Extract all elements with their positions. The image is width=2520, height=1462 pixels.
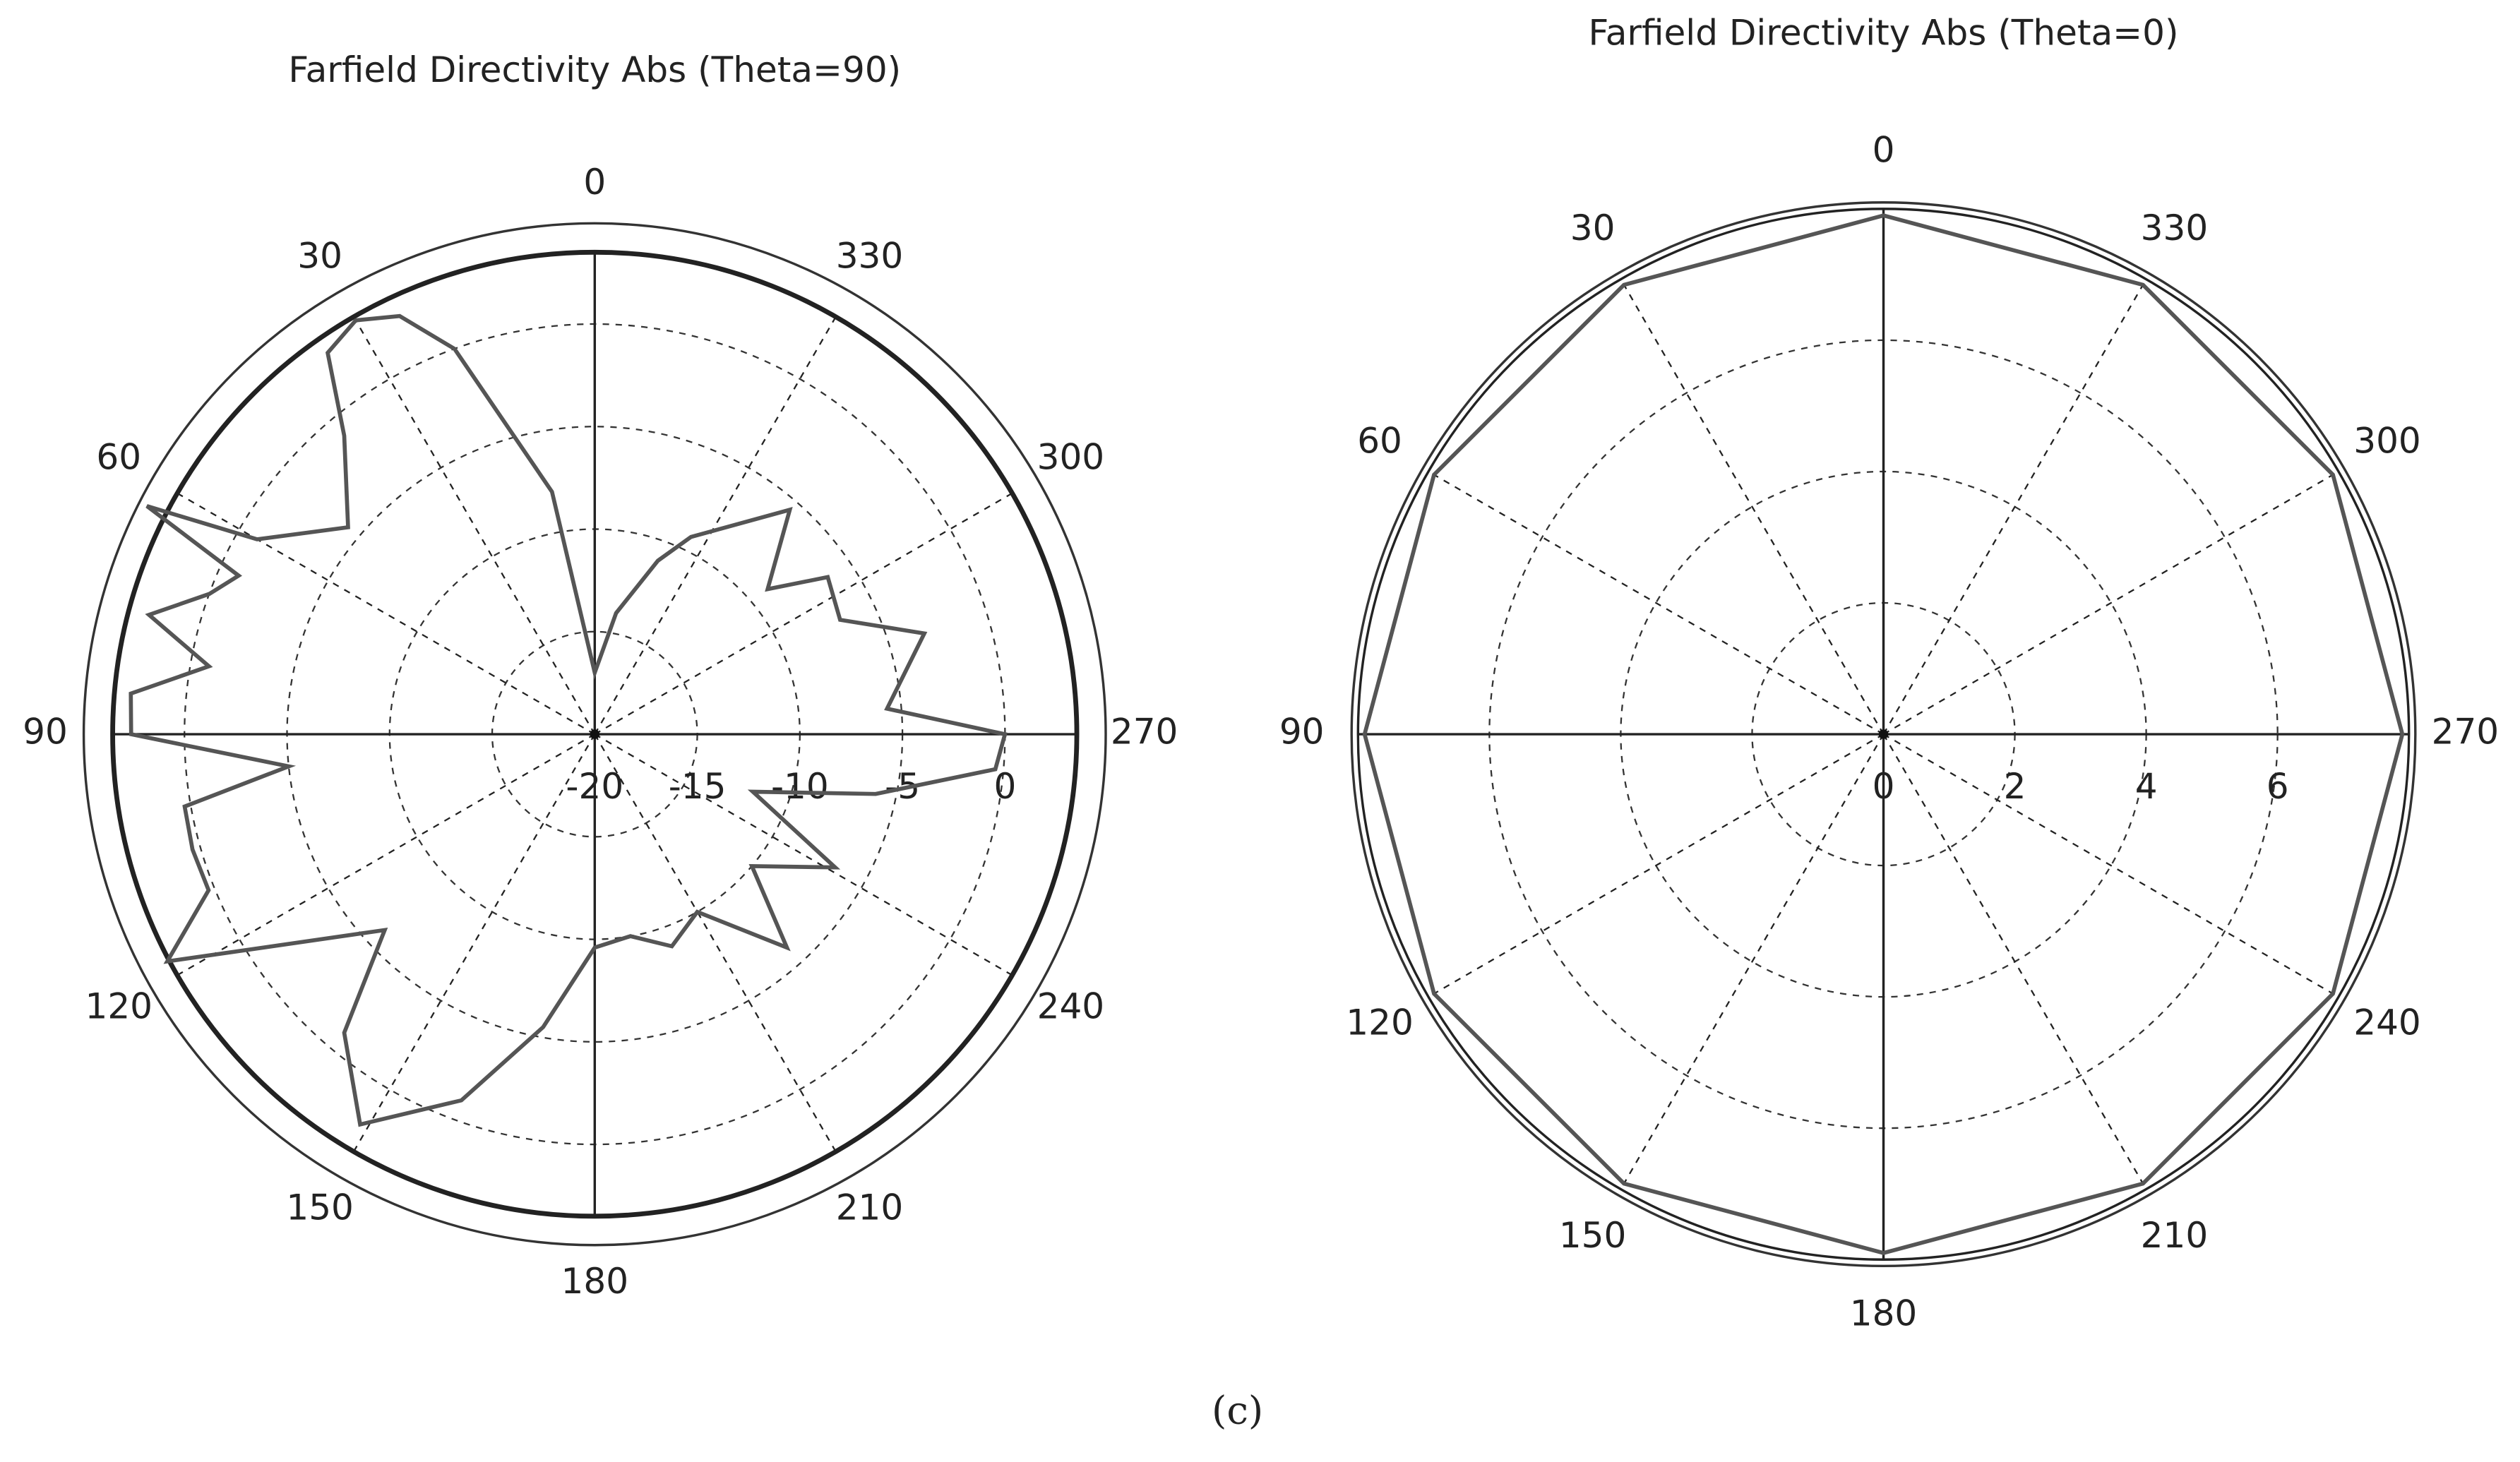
r-tick-label: -15: [669, 766, 727, 807]
grid-spoke: [1882, 733, 2147, 1190]
chart-title: Farfield Directivity Abs (Theta=90): [288, 49, 901, 90]
grid-spoke: [352, 733, 596, 1152]
grid-spoke: [594, 733, 837, 1152]
theta-tick-label: 120: [1346, 1002, 1414, 1043]
grid-spoke: [594, 492, 1013, 736]
theta-tick-label: 270: [2432, 712, 2500, 753]
theta-tick-label: 90: [23, 712, 68, 753]
r-tick-label: 4: [2135, 766, 2158, 807]
theta-tick-label: 0: [583, 162, 606, 203]
center-dot: [590, 729, 600, 739]
theta-tick-label: 210: [836, 1187, 904, 1228]
frame: [1350, 201, 2417, 1268]
frame: [82, 222, 1107, 1247]
theta-tick-label: 330: [2141, 208, 2209, 248]
grid-spoke: [177, 492, 595, 736]
pattern-line: [1362, 213, 2405, 1255]
theta-tick-label: 120: [85, 986, 153, 1027]
grid-spoke: [177, 733, 595, 976]
r-tick-label: 6: [2267, 766, 2289, 807]
theta-tick-label: 240: [2353, 1002, 2421, 1043]
chart-title: Farfield Directivity Abs (Theta=0): [1589, 13, 2179, 54]
grid-spoke: [1428, 733, 1885, 998]
theta-tick-label: 210: [2141, 1215, 2209, 1256]
caption: (c): [1212, 1388, 1263, 1433]
theta-tick-label: 180: [561, 1261, 629, 1302]
theta-tick-label: 0: [1873, 130, 1895, 171]
theta-tick-label: 150: [286, 1187, 354, 1228]
theta-tick-label: 30: [297, 235, 342, 276]
theta-tick-label: 60: [1357, 421, 1402, 462]
grid-spoke: [594, 316, 837, 735]
grid-spoke: [1882, 470, 2339, 736]
pattern-line: [129, 313, 1008, 1127]
theta-tick-label: 240: [1037, 986, 1105, 1027]
r-tick-label: 2: [2004, 766, 2026, 807]
theta-tick-label: 270: [1111, 712, 1178, 753]
r-tick-label: -10: [771, 766, 829, 807]
grid-spoke: [1428, 470, 1885, 736]
grid-spoke: [1620, 278, 1885, 735]
r-tick-label: 0: [993, 766, 1016, 807]
theta-tick-label: 180: [1850, 1293, 1918, 1334]
theta-tick-label: 60: [96, 436, 141, 477]
grid-spoke: [1882, 733, 2339, 998]
grid-spoke: [1620, 733, 1885, 1190]
grid-spoke: [352, 316, 596, 735]
theta-tick-label: 30: [1570, 208, 1616, 248]
theta-tick-label: 300: [1037, 436, 1105, 477]
theta-tick-label: 90: [1279, 712, 1325, 753]
grid-spoke: [594, 733, 1013, 976]
grid-spoke: [1882, 278, 2147, 735]
center-dot: [1878, 729, 1889, 739]
theta-tick-label: 300: [2353, 421, 2421, 462]
theta-tick-label: 330: [836, 235, 904, 276]
theta-tick-label: 150: [1559, 1215, 1627, 1256]
